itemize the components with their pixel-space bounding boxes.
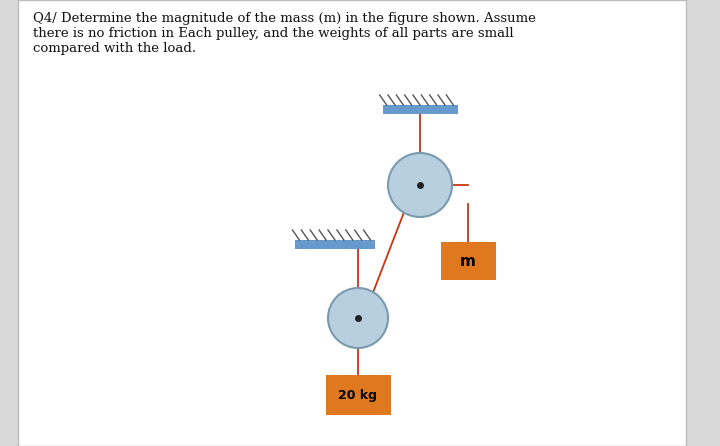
Circle shape <box>388 153 452 217</box>
Bar <box>382 105 457 114</box>
Circle shape <box>328 288 388 348</box>
Bar <box>295 240 375 249</box>
Text: 20 kg: 20 kg <box>338 388 377 401</box>
Bar <box>325 375 390 415</box>
Bar <box>441 242 495 280</box>
Text: Q4/ Determine the magnitude of the mass (m) in the figure shown. Assume
there is: Q4/ Determine the magnitude of the mass … <box>33 12 536 55</box>
Text: m: m <box>460 253 476 268</box>
